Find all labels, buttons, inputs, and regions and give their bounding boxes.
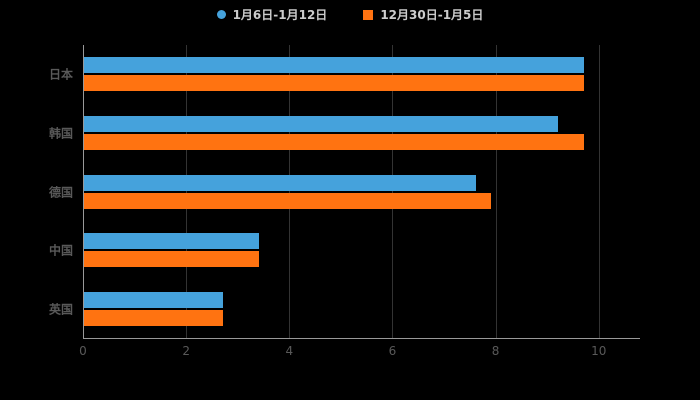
bar-series-1-category-0[interactable] [84, 75, 585, 92]
category-label-0: 日本 [48, 67, 73, 82]
y-axis-line [83, 45, 84, 338]
category-label-3: 中国 [48, 243, 73, 258]
bar-series-1-category-1[interactable] [84, 133, 585, 150]
legend-circle-marker [216, 10, 226, 19]
legend-item-series-1[interactable]: 12月30日-1月5日 [363, 6, 483, 23]
bar-series-1-category-2[interactable] [84, 192, 492, 209]
plot-area: 0 2 4 6 8 10 日本韩国德国中国英国 [49, 45, 640, 358]
gridline-x-6 [392, 45, 394, 338]
bar-series-1-category-4[interactable] [84, 309, 224, 326]
x-tick-label: 10 [591, 344, 607, 358]
legend-square-marker [363, 9, 374, 20]
bar-series-0-category-2[interactable] [84, 174, 476, 191]
category-label-1: 韩国 [48, 126, 73, 141]
gridline-x-4 [289, 45, 291, 338]
gridline-x-8 [495, 45, 497, 338]
x-tick-label: 2 [182, 344, 190, 358]
x-axis-line [83, 338, 640, 339]
gridline-x-2 [186, 45, 188, 338]
bar-series-0-category-1[interactable] [84, 115, 559, 132]
legend-item-series-0[interactable]: 1月6日-1月12日 [216, 6, 328, 23]
chart-legend: 1月6日-1月12日 12月30日-1月5日 [0, 6, 700, 23]
bar-series-1-category-3[interactable] [84, 251, 260, 268]
legend-label: 12月30日-1月5日 [380, 8, 484, 22]
gridline-x-10 [598, 45, 600, 338]
bar-series-0-category-0[interactable] [84, 57, 585, 74]
bar-series-0-category-3[interactable] [84, 233, 260, 250]
x-tick-label: 0 [79, 344, 87, 358]
x-tick-label: 8 [491, 344, 500, 358]
bar-series-0-category-4[interactable] [84, 291, 224, 308]
x-tick-label: 4 [285, 344, 294, 358]
category-label-4: 英国 [48, 302, 73, 317]
category-label-2: 德国 [48, 185, 73, 199]
x-tick-label: 6 [388, 344, 397, 358]
legend-label: 1月6日-1月12日 [232, 8, 328, 22]
